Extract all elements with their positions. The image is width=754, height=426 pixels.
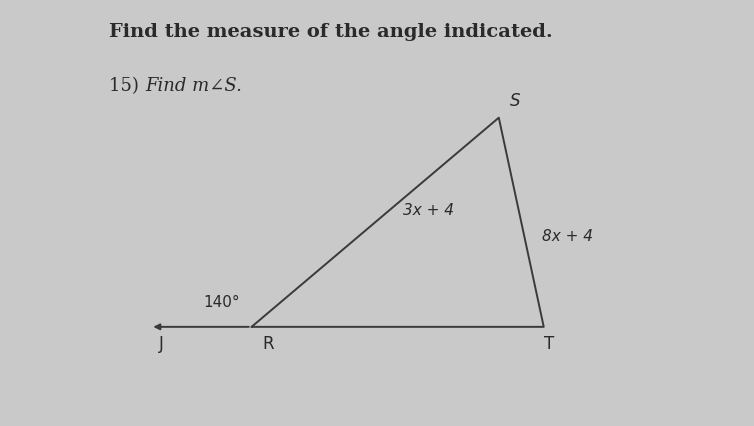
Text: R: R bbox=[262, 335, 274, 353]
Text: 140°: 140° bbox=[204, 295, 241, 310]
Text: 8x + 4: 8x + 4 bbox=[541, 229, 593, 244]
Text: J: J bbox=[159, 335, 164, 353]
Text: 3x + 4: 3x + 4 bbox=[403, 203, 454, 219]
Text: T: T bbox=[544, 335, 554, 353]
Text: 15): 15) bbox=[109, 77, 151, 95]
Text: Find the measure of the angle indicated.: Find the measure of the angle indicated. bbox=[109, 23, 553, 41]
Text: S: S bbox=[510, 92, 521, 109]
Text: Find m∠S.: Find m∠S. bbox=[146, 77, 242, 95]
